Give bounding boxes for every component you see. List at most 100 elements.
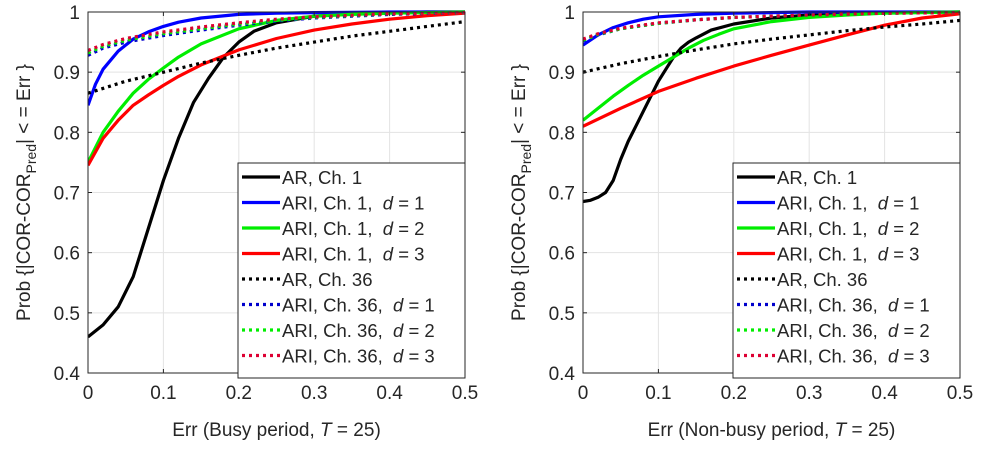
legend-label-part: ARI, Ch. 36, xyxy=(777,320,888,341)
series-group xyxy=(583,10,960,204)
legend-box xyxy=(237,162,466,379)
legend-label: AR, Ch. 36 xyxy=(282,269,373,290)
legend-label: ARI, Ch. 36, d = 2 xyxy=(282,320,435,341)
legend-label: ARI, Ch. 1, d = 2 xyxy=(282,218,424,239)
right-chart-non-busy-period: 0 0.1 0.2 0.3 0.4 0.5 0.4 0.5 0.6 0.7 0.8 0.9 1 Err (… xyxy=(509,3,973,441)
y-tick-label: 0.7 xyxy=(54,184,80,205)
legend-label: ARI, Ch. 36, d = 1 xyxy=(777,295,930,316)
y-tick-label: 0.5 xyxy=(549,304,575,325)
legend-box xyxy=(732,162,961,379)
x-tick-label: 0.5 xyxy=(947,383,973,404)
legend-label-part: ARI, Ch. 1, xyxy=(777,218,878,239)
legend-label-part: = 3 xyxy=(393,244,424,265)
legend-label-italic: d xyxy=(383,244,394,265)
series-line-1 xyxy=(583,10,960,204)
legend-label-italic: d xyxy=(878,193,889,214)
x-tick-label: 0.3 xyxy=(796,383,822,404)
y-tick-label: 1 xyxy=(69,3,80,24)
legend-label-part: = 2 xyxy=(393,218,424,239)
y-axis-label: Prob {|COR-CORPred| < = Err } xyxy=(14,64,39,321)
legend-label: ARI, Ch. 1, d = 3 xyxy=(282,244,424,265)
y-axis-label-subscript: Pred xyxy=(23,144,39,174)
y-tick-label: 1 xyxy=(564,3,575,24)
x-tick-label: 0.5 xyxy=(452,383,478,404)
legend-label: ARI, Ch. 36, d = 1 xyxy=(282,295,435,316)
x-tick-label: 0.1 xyxy=(645,383,671,404)
series-line-8 xyxy=(583,11,960,41)
series-line-4 xyxy=(88,11,465,167)
y-tick-label: 0.6 xyxy=(54,244,80,265)
x-axis-label-part: = 25) xyxy=(332,420,381,441)
legend-label-italic: d xyxy=(878,218,889,239)
y-axis-label-part: | < = Err } xyxy=(14,64,35,144)
y-tick-label: 0.6 xyxy=(549,244,575,265)
legend-label: ARI, Ch. 1, d = 1 xyxy=(777,193,919,214)
legend-label-part: = 1 xyxy=(403,295,434,316)
legend-label-italic: d xyxy=(888,295,899,316)
legend-label-part: ARI, Ch. 1, xyxy=(282,244,383,265)
y-axis-label-part: Prob {|COR-COR xyxy=(509,174,530,321)
legend-label: AR, Ch. 1 xyxy=(777,167,857,188)
y-axis-label: Prob {|COR-CORPred| < = Err } xyxy=(509,64,534,321)
x-tick-label: 0.2 xyxy=(721,383,747,404)
legend-label-part: ARI, Ch. 36, xyxy=(777,346,888,367)
x-axis-label-italic: T xyxy=(835,420,848,441)
legend-label-part: = 3 xyxy=(403,346,434,367)
legend-label: AR, Ch. 1 xyxy=(282,167,362,188)
series-line-8 xyxy=(88,11,465,52)
x-axis-label-italic: T xyxy=(320,420,333,441)
legend-label-part: ARI, Ch. 36, xyxy=(777,295,888,316)
legend-label: ARI, Ch. 1, d = 3 xyxy=(777,244,919,265)
x-tick-label: 0.4 xyxy=(376,383,403,404)
y-tick-label: 0.9 xyxy=(54,63,80,84)
legend-label-part: ARI, Ch. 1, xyxy=(282,218,383,239)
left-chart-busy-period: 0 0.1 0.2 0.3 0.4 0.5 0.4 0.5 0.6 0.7 0.8 0.9 1 Err (… xyxy=(14,3,478,441)
legend-label: ARI, Ch. 36, d = 3 xyxy=(282,346,435,367)
x-tick-label: 0.4 xyxy=(871,383,898,404)
y-tick-label: 0.8 xyxy=(549,123,575,144)
legend-label: ARI, Ch. 36, d = 2 xyxy=(777,320,930,341)
series-line-2 xyxy=(88,10,465,106)
series-line-4 xyxy=(583,12,960,128)
legend-label-part: = 2 xyxy=(888,218,919,239)
legend-label-part: ARI, Ch. 1, xyxy=(777,193,878,214)
y-tick-label: 0.8 xyxy=(54,123,80,144)
x-axis-label-part: Err (Non-busy period, xyxy=(648,420,835,441)
legend-label-part: = 2 xyxy=(403,320,434,341)
y-tick-label: 0.4 xyxy=(549,364,576,385)
y-tick-label: 0.5 xyxy=(54,304,80,325)
legend-label: ARI, Ch. 1, d = 1 xyxy=(282,193,424,214)
legend-label-part: ARI, Ch. 36, xyxy=(282,320,393,341)
y-tick-label: 0.4 xyxy=(54,364,81,385)
legend-label-part: ARI, Ch. 1, xyxy=(777,244,878,265)
legend-label-part: = 3 xyxy=(898,346,929,367)
y-axis-label-subscript: Pred xyxy=(518,144,534,174)
series-line-3 xyxy=(583,10,960,122)
x-tick-label: 0.2 xyxy=(226,383,252,404)
x-axis-label: Err (Busy period, T = 25) xyxy=(172,420,381,441)
y-axis-label-part: Prob {|COR-COR xyxy=(14,174,35,321)
legend-label-italic: d xyxy=(878,244,889,265)
x-axis-label-part: = 25) xyxy=(846,420,895,441)
series-group xyxy=(88,10,465,339)
legend-label-italic: d xyxy=(383,193,394,214)
legend-label-part: = 1 xyxy=(393,193,424,214)
x-axis-label-part: Err (Busy period, xyxy=(172,420,320,441)
series-line-5 xyxy=(583,18,960,74)
y-tick-label: 0.9 xyxy=(549,63,575,84)
legend-label-italic: d xyxy=(383,218,394,239)
legend-label: AR, Ch. 36 xyxy=(777,269,868,290)
legend-label-part: ARI, Ch. 1, xyxy=(282,193,383,214)
legend-label-part: = 2 xyxy=(898,320,929,341)
legend-label-part: ARI, Ch. 36, xyxy=(282,346,393,367)
legend-label-italic: d xyxy=(393,320,404,341)
legend-label: ARI, Ch. 36, d = 3 xyxy=(777,346,930,367)
x-tick-label: 0.1 xyxy=(150,383,176,404)
legend-label-italic: d xyxy=(393,295,404,316)
x-tick-label: 0.3 xyxy=(301,383,327,404)
y-tick-label: 0.7 xyxy=(549,184,575,205)
x-tick-label: 0 xyxy=(578,383,589,404)
legend-label-part: = 1 xyxy=(888,193,919,214)
x-tick-label: 0 xyxy=(83,383,94,404)
